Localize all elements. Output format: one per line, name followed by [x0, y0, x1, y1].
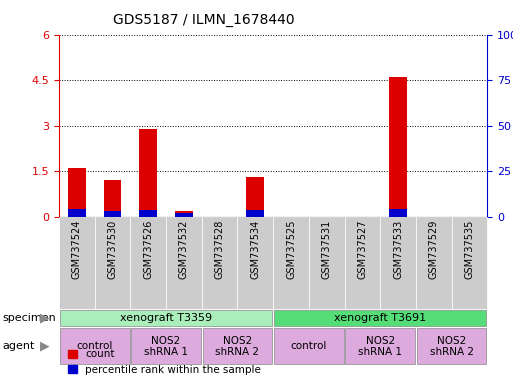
Text: GDS5187 / ILMN_1678440: GDS5187 / ILMN_1678440 — [113, 13, 294, 27]
Bar — [345, 217, 380, 309]
Bar — [131, 328, 201, 364]
Bar — [60, 310, 272, 326]
Bar — [130, 217, 166, 309]
Bar — [416, 217, 451, 309]
Text: GSM737534: GSM737534 — [250, 220, 260, 279]
Bar — [417, 328, 486, 364]
Text: GSM737531: GSM737531 — [322, 220, 332, 279]
Bar — [175, 211, 193, 217]
Text: GSM737525: GSM737525 — [286, 220, 296, 279]
Text: agent: agent — [3, 341, 35, 351]
Text: NOS2
shRNA 2: NOS2 shRNA 2 — [430, 336, 473, 357]
Bar — [59, 217, 95, 309]
Text: GSM737533: GSM737533 — [393, 220, 403, 279]
Bar — [175, 214, 193, 217]
Text: NOS2
shRNA 2: NOS2 shRNA 2 — [215, 336, 260, 357]
Bar — [389, 77, 407, 217]
Text: NOS2
shRNA 1: NOS2 shRNA 1 — [358, 336, 402, 357]
Text: GSM737526: GSM737526 — [143, 220, 153, 279]
Bar — [246, 210, 264, 217]
Text: ▶: ▶ — [41, 312, 50, 324]
Text: xenograft T3691: xenograft T3691 — [334, 313, 426, 323]
Text: GSM737529: GSM737529 — [429, 220, 439, 279]
Bar — [273, 217, 309, 309]
Bar — [140, 210, 157, 217]
Bar — [274, 310, 486, 326]
Text: xenograft T3359: xenograft T3359 — [120, 313, 212, 323]
Text: ▶: ▶ — [41, 340, 50, 353]
Bar — [345, 328, 415, 364]
Bar — [246, 177, 264, 217]
Text: NOS2
shRNA 1: NOS2 shRNA 1 — [144, 336, 188, 357]
Text: specimen: specimen — [3, 313, 56, 323]
Bar — [309, 217, 345, 309]
Bar — [166, 217, 202, 309]
Bar — [274, 328, 344, 364]
Text: GSM737524: GSM737524 — [72, 220, 82, 279]
Bar — [238, 217, 273, 309]
Bar — [68, 168, 86, 217]
Text: GSM737527: GSM737527 — [358, 220, 367, 279]
Text: GSM737528: GSM737528 — [214, 220, 225, 279]
Bar — [95, 217, 130, 309]
Bar — [68, 209, 86, 217]
Text: control: control — [291, 341, 327, 351]
Bar — [60, 328, 129, 364]
Bar — [140, 129, 157, 217]
Text: GSM737530: GSM737530 — [108, 220, 117, 279]
Bar — [389, 209, 407, 217]
Bar — [104, 180, 122, 217]
Bar — [104, 211, 122, 217]
Legend: count, percentile rank within the sample: count, percentile rank within the sample — [64, 345, 265, 379]
Bar — [380, 217, 416, 309]
Text: GSM737532: GSM737532 — [179, 220, 189, 279]
Bar — [203, 328, 272, 364]
Text: GSM737535: GSM737535 — [464, 220, 475, 279]
Bar — [451, 217, 487, 309]
Bar — [202, 217, 238, 309]
Text: control: control — [76, 341, 113, 351]
